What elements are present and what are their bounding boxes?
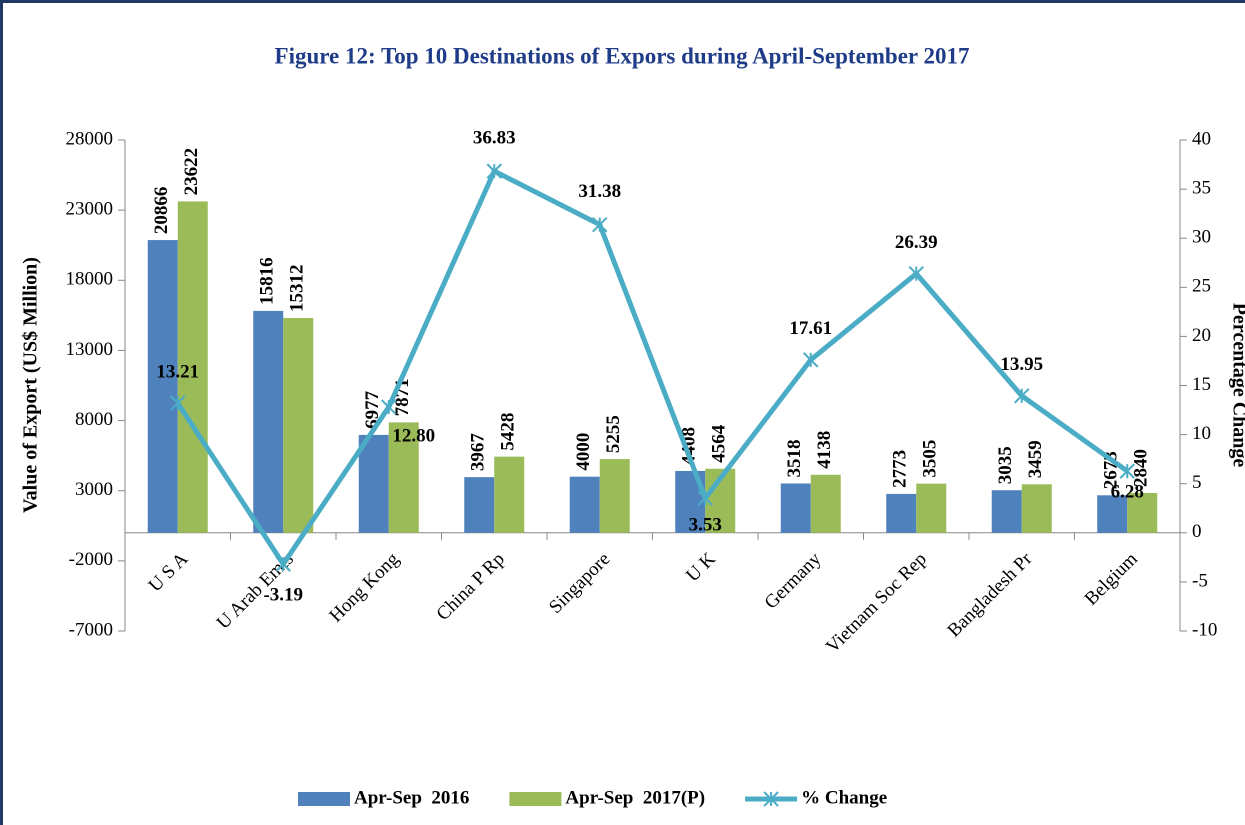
bar-value-label: 3967 bbox=[468, 433, 489, 472]
bar-value-label: 20866 bbox=[151, 187, 172, 235]
marker bbox=[381, 399, 397, 415]
legend-label: Apr-Sep 2016 bbox=[354, 787, 469, 808]
bar bbox=[177, 201, 208, 533]
y2-axis-title: Percentage Change bbox=[1228, 303, 1245, 468]
y-tick-label: 13000 bbox=[66, 339, 114, 360]
bar bbox=[916, 483, 947, 533]
bar bbox=[464, 477, 495, 533]
bar bbox=[569, 476, 600, 533]
legend-swatch bbox=[509, 792, 562, 806]
bar-value-label: 5428 bbox=[498, 413, 519, 451]
bar bbox=[147, 240, 178, 533]
y-tick-label: 3000 bbox=[75, 479, 113, 500]
line-value-label: 36.83 bbox=[473, 127, 516, 148]
x-tick-label: Bangladesh Pr bbox=[944, 548, 1037, 641]
y2-tick-label: 35 bbox=[1192, 177, 1211, 198]
x-tick-label: U K bbox=[682, 548, 720, 586]
line-value-label: 13.21 bbox=[156, 361, 199, 382]
bar bbox=[1127, 492, 1158, 533]
bar-value-label: 3035 bbox=[995, 446, 1016, 484]
line-value-label: 3.53 bbox=[689, 514, 722, 535]
marker bbox=[697, 490, 713, 506]
bar-value-label: 23622 bbox=[181, 148, 202, 196]
legend-swatch bbox=[298, 792, 350, 806]
bar bbox=[810, 474, 841, 533]
x-tick-label: Vietnam Soc Rep bbox=[822, 549, 931, 658]
bar-value-label: 5255 bbox=[603, 415, 624, 453]
bar bbox=[599, 459, 630, 533]
y-tick-label: -2000 bbox=[69, 549, 113, 570]
line-value-label: 6.28 bbox=[1111, 481, 1144, 502]
y2-tick-label: 0 bbox=[1192, 521, 1202, 542]
y2-tick-label: 15 bbox=[1192, 374, 1211, 395]
bar bbox=[358, 434, 389, 533]
y-tick-label: 18000 bbox=[66, 269, 114, 290]
bar bbox=[388, 422, 419, 533]
line-value-label: 26.39 bbox=[895, 232, 938, 253]
y-tick-label: 8000 bbox=[75, 409, 113, 430]
bar-value-label: 2773 bbox=[890, 450, 911, 488]
marker bbox=[170, 395, 186, 411]
y2-tick-label: 20 bbox=[1192, 325, 1211, 346]
marker bbox=[486, 163, 502, 179]
chart-title: Figure 12: Top 10 Destinations of Expors… bbox=[275, 43, 970, 68]
bar-value-label: 2840 bbox=[1131, 449, 1152, 487]
bar-value-label: 3505 bbox=[920, 440, 941, 478]
line-value-label: 17.61 bbox=[789, 318, 832, 339]
bar-value-label: 4138 bbox=[814, 431, 835, 469]
legend-label: Apr-Sep 2017(P) bbox=[565, 787, 705, 808]
marker bbox=[1119, 463, 1135, 479]
legend-label: % Change bbox=[801, 787, 887, 808]
x-tick-label: China P Rp bbox=[433, 549, 509, 625]
marker bbox=[592, 216, 608, 233]
line-value-label: 13.95 bbox=[1000, 354, 1043, 375]
marker bbox=[275, 556, 291, 572]
x-tick-label: Hong Kong bbox=[325, 548, 403, 626]
legend-marker bbox=[763, 791, 779, 807]
marker bbox=[1014, 388, 1030, 404]
y2-tick-label: 5 bbox=[1192, 472, 1202, 493]
bar-value-label: 15312 bbox=[287, 264, 308, 312]
y2-tick-label: 40 bbox=[1192, 128, 1211, 149]
bar-value-label: 3518 bbox=[784, 439, 805, 477]
bar-value-label: 3459 bbox=[1025, 440, 1046, 478]
y2-tick-label: 25 bbox=[1192, 276, 1211, 297]
marker bbox=[803, 352, 819, 368]
y2-tick-label: -5 bbox=[1192, 570, 1208, 591]
x-tick-label: Singapore bbox=[545, 549, 614, 618]
x-tick-label: Belgium bbox=[1081, 548, 1142, 609]
bar bbox=[1097, 495, 1128, 533]
y2-tick-label: -10 bbox=[1192, 619, 1217, 640]
bar bbox=[283, 317, 314, 533]
y-tick-label: 28000 bbox=[66, 128, 114, 149]
bar bbox=[253, 310, 284, 533]
line bbox=[175, 168, 1129, 567]
marker bbox=[908, 265, 924, 282]
line-value-label: -3.19 bbox=[263, 584, 303, 605]
x-tick-label: Germany bbox=[761, 548, 826, 613]
bar bbox=[494, 456, 525, 533]
bar-value-label: 4564 bbox=[709, 424, 730, 463]
y2-tick-label: 10 bbox=[1192, 423, 1211, 444]
bar-value-label: 15816 bbox=[257, 257, 278, 305]
bar bbox=[991, 490, 1022, 533]
bar bbox=[886, 493, 917, 533]
bar bbox=[1021, 484, 1052, 533]
x-tick-label: U S A bbox=[145, 548, 193, 596]
bar-value-label: 4000 bbox=[573, 433, 594, 471]
y-axis-title: Value of Export (US$ Million) bbox=[20, 257, 42, 513]
line-value-label: 12.80 bbox=[392, 425, 435, 446]
bar bbox=[780, 483, 811, 533]
y-tick-label: 23000 bbox=[66, 199, 114, 220]
line-value-label: 31.38 bbox=[578, 181, 621, 202]
y-tick-label: -7000 bbox=[69, 619, 113, 640]
y2-tick-label: 30 bbox=[1192, 227, 1211, 248]
